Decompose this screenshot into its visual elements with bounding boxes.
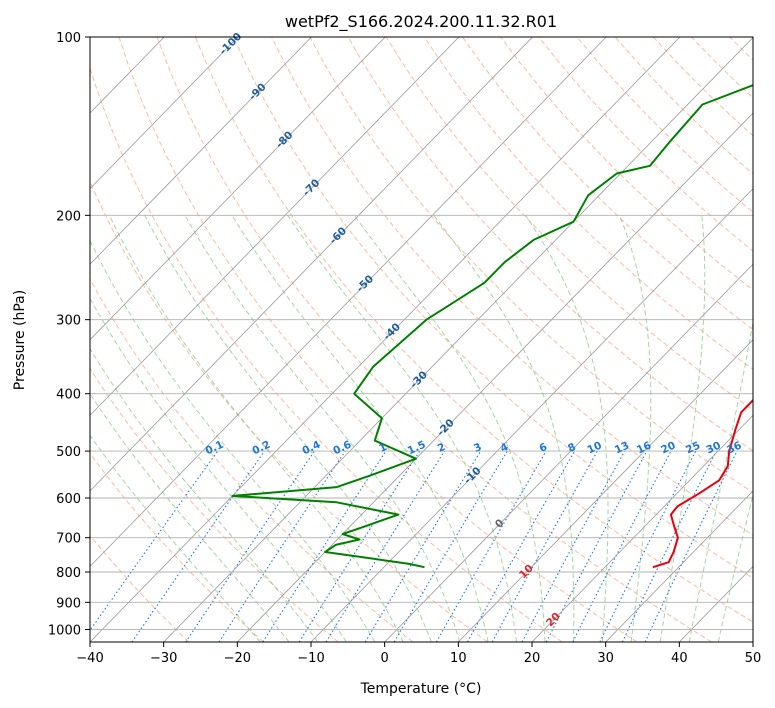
y-axis: 100 200 300 400 500 600 700 800 900 1000 bbox=[48, 31, 90, 638]
x-tick-label: −20 bbox=[224, 651, 251, 666]
moist-adiabat bbox=[619, 215, 652, 642]
x-tick-label: 0 bbox=[381, 651, 389, 666]
mixing-ratio-label: 2 bbox=[436, 441, 448, 455]
y-tick-label: 700 bbox=[56, 532, 81, 547]
moist-adiabat bbox=[688, 319, 753, 642]
mixing-ratio-line bbox=[325, 450, 445, 642]
dry-adiabat bbox=[90, 180, 488, 642]
isotherm-line bbox=[310, 188, 753, 642]
mixing-ratio-label: 13 bbox=[613, 439, 631, 456]
x-tick-label: −10 bbox=[297, 651, 324, 666]
moist-adiabat bbox=[144, 215, 432, 642]
dewpoint-profile-line bbox=[231, 84, 753, 569]
mixing-ratio-label: 16 bbox=[635, 439, 653, 456]
isotherm-line bbox=[90, 37, 460, 416]
dry-adiabat bbox=[385, 37, 753, 411]
mixing-ratio-label: 30 bbox=[704, 439, 722, 456]
mixing-ratio-label: 36 bbox=[725, 439, 743, 456]
isotherm-line bbox=[90, 37, 607, 567]
moist-adiabat bbox=[184, 215, 461, 642]
series-lines bbox=[231, 84, 753, 569]
isotherm-line bbox=[90, 37, 239, 190]
temperature-profile-line bbox=[652, 398, 753, 569]
y-tick-label: 400 bbox=[56, 388, 81, 403]
dry-adiabat bbox=[90, 534, 190, 642]
moist-adiabat bbox=[90, 434, 261, 642]
mixing-ratio-label: 4 bbox=[499, 441, 511, 455]
mixing-ratio-label: 25 bbox=[684, 439, 702, 456]
mixing-ratio-label: 1 bbox=[377, 441, 389, 455]
plot-frame bbox=[89, 36, 754, 643]
isotherm-line bbox=[605, 490, 753, 642]
dry-adiabat bbox=[90, 367, 339, 642]
mixing-ratio-label: 20 bbox=[659, 439, 677, 456]
isotherm-line bbox=[90, 37, 533, 492]
mixing-ratio-label: 3 bbox=[472, 441, 484, 455]
mixing-ratio-line bbox=[621, 450, 717, 642]
dry-adiabat bbox=[500, 37, 753, 291]
y-axis-title: Pressure (hPa) bbox=[12, 290, 28, 390]
dry-adiabat bbox=[271, 37, 753, 536]
y-tick-label: 500 bbox=[56, 445, 81, 460]
mixing-ratio-line bbox=[262, 450, 387, 642]
dry-adiabat bbox=[194, 37, 753, 623]
moist-adiabat bbox=[353, 215, 546, 642]
isotherm-line bbox=[531, 414, 753, 642]
moist-adiabat bbox=[287, 215, 517, 642]
mixing-ratio-label: 10 bbox=[585, 439, 603, 456]
dry-adiabat bbox=[90, 66, 563, 642]
mixing-ratio-line bbox=[298, 450, 421, 642]
isotherm-line bbox=[163, 37, 753, 642]
mixing-ratio-line bbox=[599, 450, 697, 642]
x-tick-label: 20 bbox=[524, 651, 541, 666]
y-tick-label: 600 bbox=[56, 492, 81, 507]
chart-title: wetPf2_S166.2024.200.11.32.R01 bbox=[285, 12, 557, 32]
x-tick-label: 30 bbox=[597, 651, 614, 666]
mixing-ratio-line bbox=[185, 450, 315, 642]
mixing-ratio-line bbox=[467, 450, 576, 642]
dry-adiabat bbox=[156, 37, 712, 642]
moist-adiabat bbox=[90, 392, 290, 642]
x-tick-label: −30 bbox=[150, 651, 177, 666]
moist-adiabat bbox=[90, 347, 319, 642]
x-tick-label: 10 bbox=[450, 651, 467, 666]
isotherm-line bbox=[384, 263, 753, 642]
dry-adiabat bbox=[90, 278, 414, 642]
dry-adiabat bbox=[423, 37, 753, 371]
y-tick-label: 900 bbox=[56, 596, 81, 611]
x-tick-label: 50 bbox=[745, 651, 762, 666]
mixing-ratio-line bbox=[131, 450, 265, 642]
mixing-ratio-line bbox=[218, 450, 346, 642]
x-tick-label: −40 bbox=[76, 651, 103, 666]
dry-adiabat bbox=[118, 37, 638, 642]
x-tick-label: 40 bbox=[671, 651, 688, 666]
x-axis-title: Temperature (°C) bbox=[360, 681, 482, 697]
dry-adiabat bbox=[233, 37, 753, 579]
background-lines bbox=[90, 37, 753, 642]
isotherm-line bbox=[90, 37, 681, 642]
isotherm-line bbox=[90, 37, 312, 265]
dry-adiabat bbox=[309, 37, 753, 494]
moist-adiabat bbox=[109, 215, 404, 642]
mixing-ratio-label: 8 bbox=[566, 441, 578, 455]
moist-adiabat bbox=[659, 215, 706, 642]
y-tick-label: 300 bbox=[56, 314, 81, 329]
moist-adiabat bbox=[90, 297, 347, 642]
moist-adiabat bbox=[90, 239, 376, 642]
mixing-ratio-line bbox=[364, 450, 482, 642]
y-tick-label: 1000 bbox=[48, 623, 81, 638]
moist-adiabat bbox=[717, 493, 753, 642]
isotherm-line bbox=[237, 112, 753, 642]
mixing-ratio-label: 6 bbox=[537, 441, 549, 455]
moist-adiabat bbox=[231, 215, 489, 642]
y-tick-label: 800 bbox=[56, 566, 81, 581]
y-tick-label: 200 bbox=[56, 209, 81, 224]
y-tick-label: 100 bbox=[56, 31, 81, 46]
x-axis: −40 −30 −20 −10 0 10 20 30 40 50 bbox=[76, 642, 761, 666]
moist-adiabat bbox=[525, 215, 609, 642]
mixing-ratio-line bbox=[90, 450, 219, 632]
isotherm-line bbox=[458, 339, 753, 642]
mixing-ratio-line bbox=[521, 450, 626, 642]
